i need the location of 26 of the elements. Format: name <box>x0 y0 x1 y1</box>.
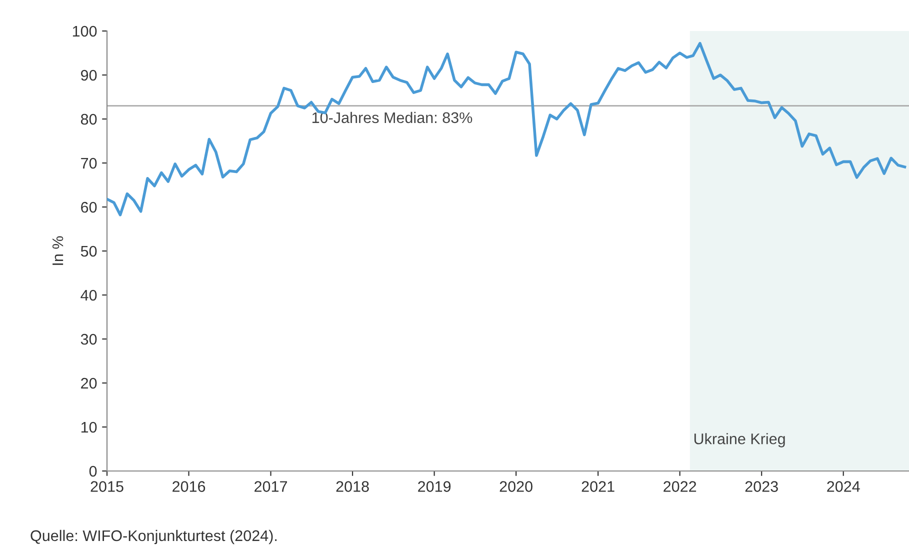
line-series <box>107 42 906 216</box>
x-tick-label: 2015 <box>90 481 124 492</box>
x-tick-label: 2017 <box>254 481 287 492</box>
y-axis-title: In % <box>52 236 64 265</box>
y-tick-label: 0 <box>89 466 97 477</box>
y-tick-label: 20 <box>81 378 97 389</box>
x-tick-label: 2023 <box>745 481 778 492</box>
y-tick-label: 70 <box>81 158 97 169</box>
x-tick-label: 2021 <box>582 481 614 492</box>
y-tick-label: 80 <box>80 114 97 125</box>
x-tick-label: 2020 <box>500 481 532 492</box>
x-tick-label: 2022 <box>664 481 696 492</box>
y-tick-label: 60 <box>81 202 97 213</box>
band-label: Ukraine Krieg <box>694 433 785 448</box>
x-tick-label: 2016 <box>172 481 206 492</box>
y-tick-label: 50 <box>80 246 97 257</box>
y-tick-label: 90 <box>81 70 97 81</box>
y-tick-label: 10 <box>81 422 97 433</box>
x-tick-label: 2018 <box>336 481 369 492</box>
source-note: Quelle: WIFO-Konjunkturtest (2024). <box>30 530 277 544</box>
x-tick-label: 2024 <box>827 481 860 492</box>
y-tick-label: 30 <box>80 334 97 345</box>
y-tick-label: 100 <box>72 26 97 37</box>
y-tick-label: 40 <box>80 290 97 301</box>
ref-line-label: 10-Jahres Median: 83% <box>312 112 472 124</box>
x-tick-label: 2019 <box>418 481 451 492</box>
